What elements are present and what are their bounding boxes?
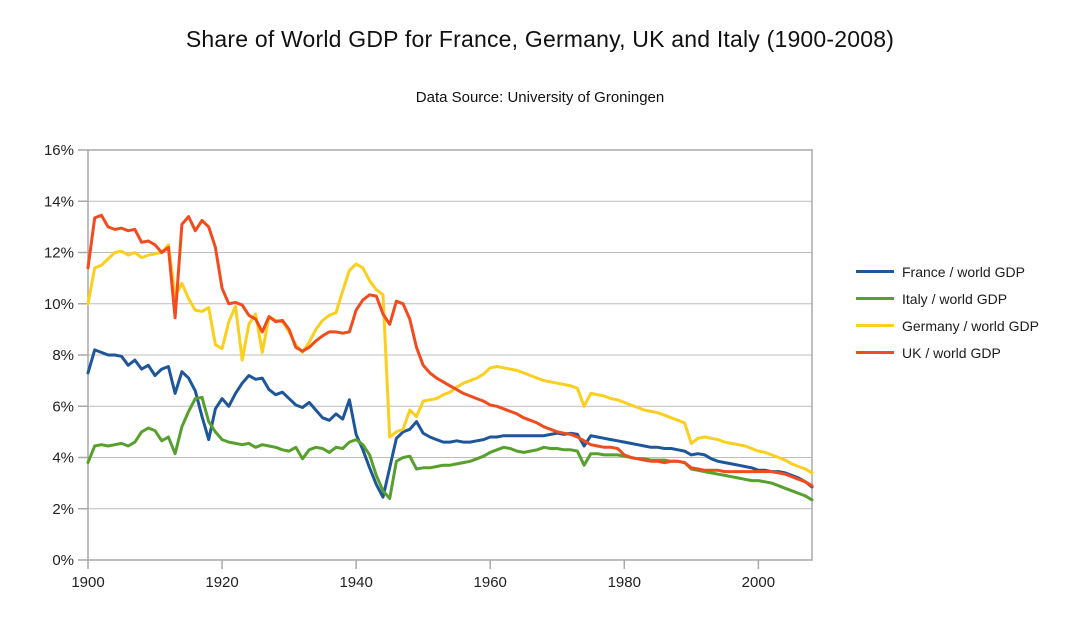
- y-axis-label-16: 16%: [44, 142, 74, 159]
- x-axis-label-1940: 1940: [339, 574, 372, 591]
- series-line-italy: [86, 395, 814, 502]
- legend: France / world GDP Italy / world GDP Ger…: [856, 258, 1039, 366]
- series-line-france: [86, 348, 814, 499]
- x-axis-label-2000: 2000: [742, 574, 775, 591]
- chart-title: Share of World GDP for France, Germany, …: [185, 26, 895, 52]
- y-axis: 0% 2% 4% 6% 8% 10% 12% 14% 16%: [44, 142, 88, 569]
- y-axis-label-0: 0%: [52, 552, 74, 569]
- y-axis-label-8: 8%: [52, 347, 74, 364]
- series-lines: [86, 213, 814, 502]
- x-axis-label-1960: 1960: [474, 574, 507, 591]
- y-axis-label-6: 6%: [52, 398, 74, 415]
- legend-label-uk: UK / world GDP: [902, 344, 1001, 361]
- chart-subtitle: Data Source: University of Groningen: [415, 89, 665, 106]
- legend-swatch-france: [856, 270, 894, 273]
- y-axis-label-10: 10%: [44, 296, 74, 313]
- x-axis: 1900 1920 1940 1960 1980 2000: [71, 560, 775, 591]
- legend-swatch-italy: [856, 297, 894, 300]
- y-axis-label-12: 12%: [44, 245, 74, 262]
- x-axis-label-1920: 1920: [205, 574, 238, 591]
- legend-label-france: France / world GDP: [902, 263, 1025, 280]
- x-axis-label-1980: 1980: [608, 574, 641, 591]
- legend-swatch-uk: [856, 351, 894, 354]
- legend-item-france: France / world GDP: [856, 258, 1039, 285]
- legend-label-germany: Germany / world GDP: [902, 317, 1039, 334]
- legend-label-italy: Italy / world GDP: [902, 290, 1008, 307]
- legend-item-uk: UK / world GDP: [856, 339, 1039, 366]
- y-axis-label-14: 14%: [44, 193, 74, 210]
- series-line-germany: [86, 243, 814, 475]
- legend-item-germany: Germany / world GDP: [856, 312, 1039, 339]
- x-axis-label-1900: 1900: [71, 574, 104, 591]
- y-axis-label-4: 4%: [52, 450, 74, 467]
- legend-swatch-germany: [856, 324, 894, 327]
- series-line-uk: [86, 213, 814, 488]
- y-axis-label-2: 2%: [52, 501, 74, 518]
- legend-item-italy: Italy / world GDP: [856, 285, 1039, 312]
